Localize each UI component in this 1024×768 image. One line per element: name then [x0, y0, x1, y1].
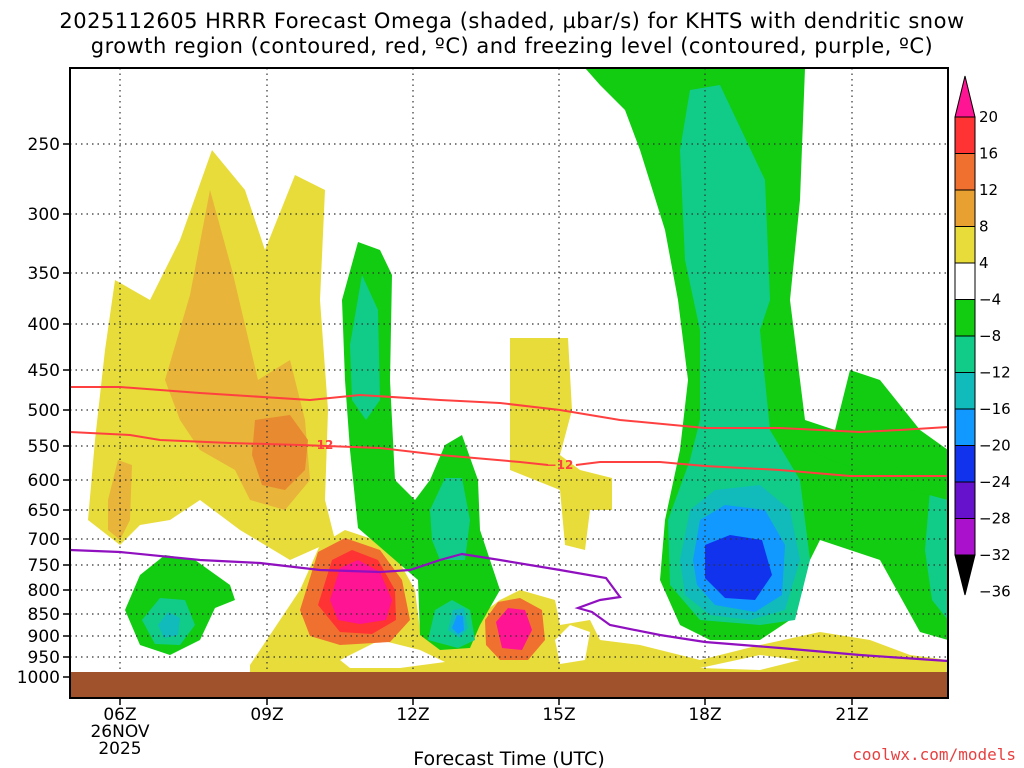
y-tick-label: 450: [28, 361, 60, 381]
colorbar-label: −28: [979, 510, 1011, 528]
ground-surface: [70, 672, 948, 698]
omega-region-positive-mid: [510, 338, 612, 550]
colorbar-label: −20: [979, 437, 1011, 455]
chart-title-line-2: growth region (contoured, red, ºC) and f…: [90, 34, 934, 58]
colorbar-segment: [954, 335, 976, 373]
colorbar-segment: [954, 153, 976, 191]
y-axis: [63, 143, 70, 678]
colorbar-label: 8: [979, 218, 989, 236]
colorbar-label: −24: [979, 473, 1011, 491]
omega-region-12-11z: [350, 275, 380, 420]
colorbar-segment: [954, 299, 976, 337]
isotherm-label-left: −12: [307, 438, 334, 452]
y-tick-label: 550: [28, 437, 60, 457]
freezing-level-line: [70, 548, 948, 663]
omega-core-14z-max: [496, 608, 532, 650]
omega-region-white-gap: [340, 640, 445, 668]
y-tick-label: 1000: [17, 668, 60, 688]
colorbar-arrow-top: [954, 75, 976, 118]
colorbar-segment: [954, 189, 976, 227]
x-axis: [119, 698, 853, 705]
isotherm-label-mid: −12: [547, 458, 574, 472]
y-tick-label: 900: [28, 627, 60, 647]
colorbar-label: 4: [979, 254, 989, 272]
y-tick-labels: 250 300 350 400 450 500 550 600 650 700 …: [17, 135, 60, 688]
x-tick-label: 18Z: [688, 705, 721, 725]
x-tick-label: 06Z: [103, 705, 136, 725]
x-tick-label: 15Z: [542, 705, 575, 725]
omega-core-11z-max: [330, 560, 392, 624]
colorbar: [954, 75, 976, 596]
isotherm-lower: [70, 431, 948, 477]
colorbar-segment: [954, 408, 976, 446]
colorbar-segment: [954, 372, 976, 410]
y-tick-label: 750: [28, 556, 60, 576]
colorbar-segment: [954, 226, 976, 264]
y-tick-label: 400: [28, 315, 60, 335]
omega-region-20-13z: [452, 615, 464, 634]
omega-region-white-gap-3: [700, 655, 800, 670]
x-tick-year: 2025: [98, 739, 141, 759]
y-tick-label: 500: [28, 401, 60, 421]
colorbar-segment: [954, 445, 976, 483]
colorbar-segment: [954, 518, 976, 556]
x-tick-labels: 06Z 26NOV 2025 09Z 12Z 15Z 18Z 21Z: [90, 705, 868, 759]
omega-region-white-gap-2: [555, 625, 590, 664]
chart-title-line-1: 2025112605 HRRR Forecast Omega (shaded, …: [59, 9, 965, 33]
colorbar-label: 12: [979, 181, 998, 199]
isotherm-upper: [70, 386, 948, 434]
omega-region-negative-right: [585, 68, 948, 640]
colorbar-label: −16: [979, 400, 1011, 418]
omega-region-12-left: [252, 415, 308, 490]
omega-region-12-right-edge: [925, 480, 948, 620]
colorbar-arrow-bottom: [954, 554, 976, 596]
colorbar-label: −32: [979, 546, 1011, 564]
x-tick-date: 26NOV: [90, 722, 149, 742]
colorbar-label: −36: [979, 583, 1011, 601]
colorbar-label: −4: [979, 291, 1001, 309]
colorbar-label: 16: [979, 145, 998, 163]
y-tick-label: 850: [28, 605, 60, 625]
omega-region-green-right-gap: [800, 432, 948, 500]
y-tick-label: 800: [28, 581, 60, 601]
colorbar-segment: [954, 481, 976, 519]
x-tick-label: 12Z: [396, 705, 429, 725]
plot-area: −12 −12: [70, 68, 948, 698]
y-tick-label: 350: [28, 264, 60, 284]
x-tick-label: 09Z: [250, 705, 283, 725]
y-tick-label: 300: [28, 205, 60, 225]
colorbar-label: −12: [979, 364, 1011, 382]
colorbar-segment: [954, 262, 976, 300]
y-tick-label: 950: [28, 648, 60, 668]
y-tick-label: 250: [28, 135, 60, 155]
omega-region-24-right: [705, 535, 772, 600]
y-tick-label: 600: [28, 471, 60, 491]
plot-border: [69, 67, 949, 699]
watermark: coolwx.com/models: [852, 745, 1016, 764]
y-tick-label: 650: [28, 501, 60, 521]
x-axis-title: Forecast Time (UTC): [413, 748, 604, 768]
colorbar-segment: [954, 116, 976, 154]
grid: [70, 68, 948, 698]
colorbar-label: −8: [979, 327, 1001, 345]
x-tick-label: 21Z: [835, 705, 868, 725]
colorbar-labels: 20 16 12 8 4 −4 −8 −12 −16 −20 −24 −28 −32 −36: [979, 108, 1011, 601]
colorbar-label: 20: [979, 108, 998, 126]
omega-region-16-07z: [158, 612, 180, 638]
omega-region-12-right: [668, 85, 810, 625]
y-tick-label: 700: [28, 530, 60, 550]
